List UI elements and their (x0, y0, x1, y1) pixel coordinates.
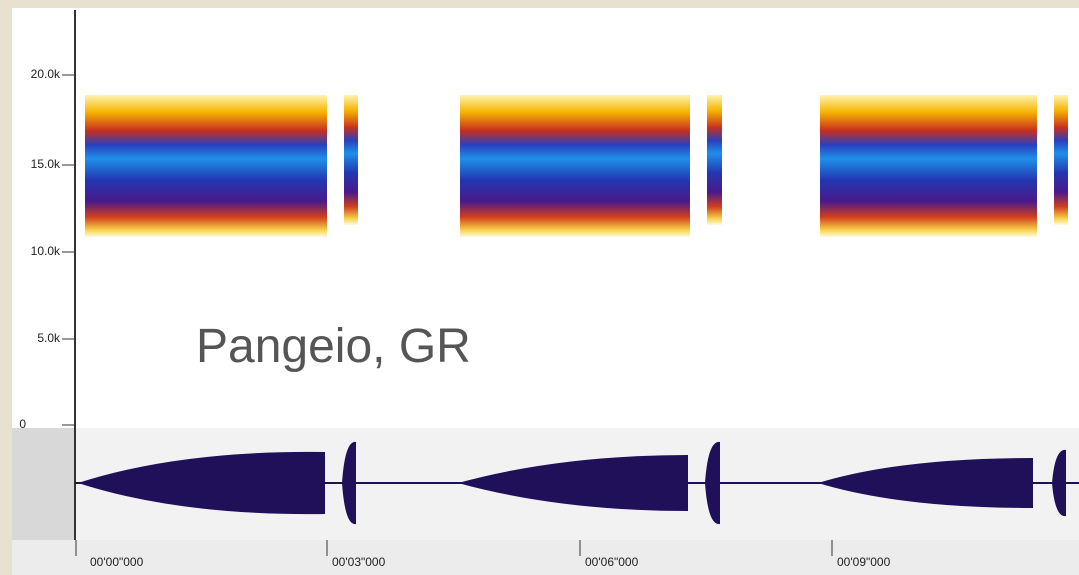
y-ticks (62, 74, 75, 426)
y-label: 15.0k (31, 157, 61, 171)
y-label: 20.0k (31, 67, 61, 81)
time-label: 00'06"000 (585, 555, 639, 569)
spectrogram-blobs (85, 95, 1068, 237)
track-header (12, 428, 75, 540)
y-label: 10.0k (31, 244, 61, 258)
timeline (12, 540, 1079, 575)
y-label: 5.0k (37, 331, 61, 345)
time-ticks (75, 540, 833, 556)
waveform (78, 441, 1066, 525)
annotation: Pangeio, GR (196, 320, 471, 373)
time-label: 00'03"000 (332, 555, 386, 569)
time-label: 00'00"000 (90, 555, 144, 569)
time-label: 00'09"000 (837, 555, 891, 569)
y-label: 0 (19, 417, 26, 431)
